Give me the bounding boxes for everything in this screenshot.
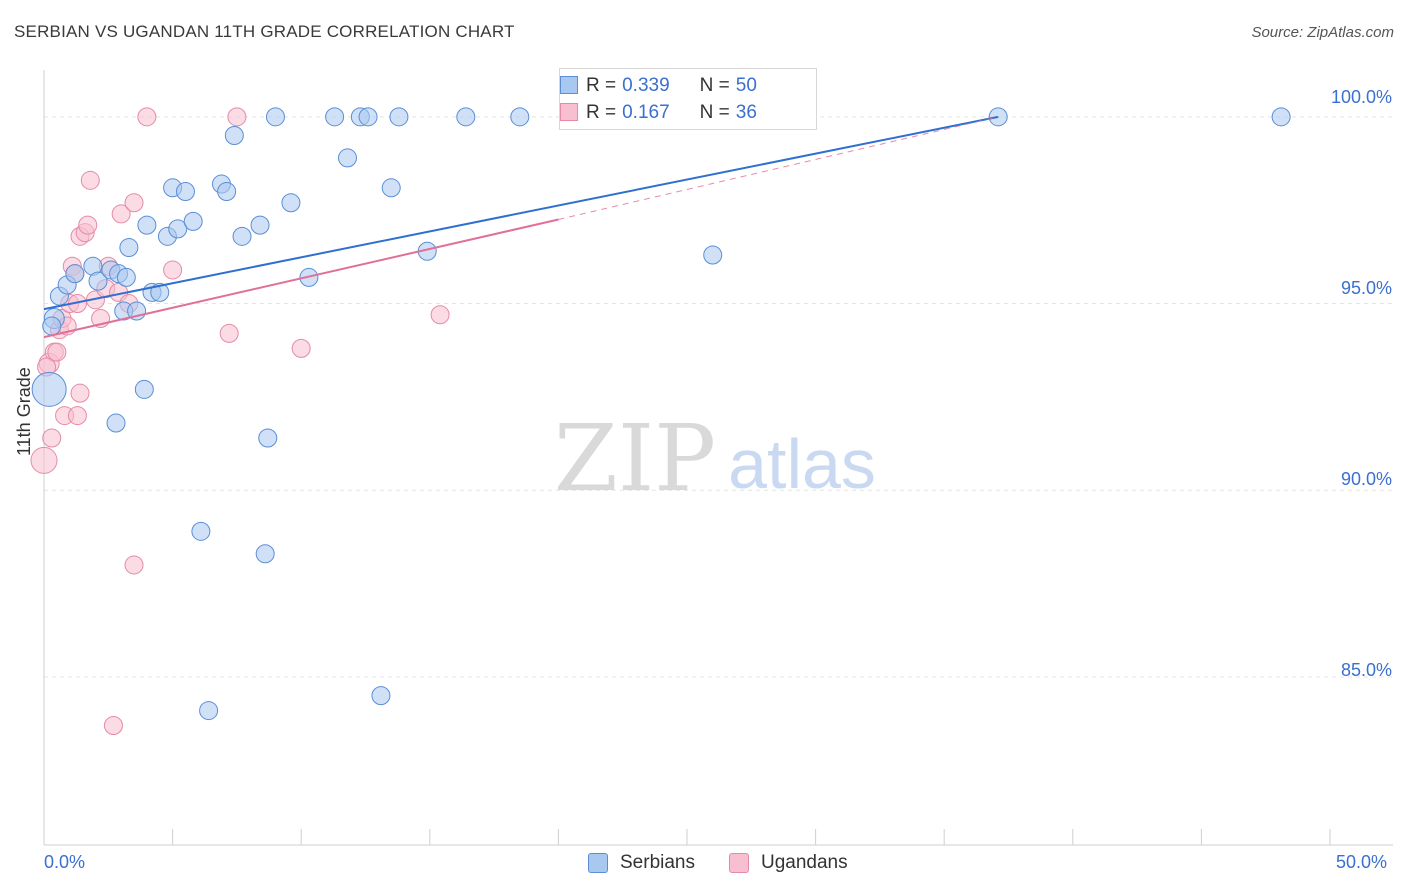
serbians-n-label: N = <box>699 75 730 96</box>
legend-ugandans-label: Ugandans <box>761 852 848 873</box>
serbians-point-10 <box>106 413 126 433</box>
stats-row-serbians: R = 0.339 N = 50 <box>560 73 757 99</box>
grid-lines <box>44 116 1393 678</box>
ugandans-r-label: R = <box>586 102 617 123</box>
y-tick-label-85: 85.0% <box>1340 660 1392 680</box>
serbians-point-43 <box>456 107 476 127</box>
ugandans-point-17 <box>78 215 98 235</box>
ugandans-point-34 <box>430 305 450 325</box>
serbians-point-22 <box>183 211 203 231</box>
ugandans-points <box>30 107 450 736</box>
serbians-point-36 <box>337 148 357 168</box>
serbians-n-value: 50 <box>735 75 757 96</box>
ugandans-point-27 <box>124 193 144 213</box>
y-tick-label-100: 100.0% <box>1330 87 1392 107</box>
serbians-point-32 <box>265 107 285 127</box>
serbians-point-9 <box>116 267 136 287</box>
ugandans-point-18 <box>80 170 100 190</box>
serbians-point-17 <box>150 282 170 302</box>
serbians-point-29 <box>250 215 270 235</box>
ugandans-trend-line <box>43 218 559 339</box>
ugandans-point-30 <box>163 260 183 280</box>
legend-serbians-label: Serbians <box>620 852 695 873</box>
chart-title: SERBIAN VS UGANDAN 11TH GRADE CORRELATIO… <box>14 22 515 41</box>
serbians-point-28 <box>232 226 252 246</box>
ugandans-trend-extension <box>558 116 999 221</box>
serbians-point-14 <box>134 379 154 399</box>
serbians-point-12 <box>119 238 139 258</box>
ugandans-point-28 <box>124 555 144 575</box>
serbians-point-33 <box>281 193 301 213</box>
serbians-point-15 <box>137 215 157 235</box>
y-tick-label-95: 95.0% <box>1340 278 1392 298</box>
ugandans-point-0 <box>30 446 58 474</box>
serbians-point-24 <box>199 701 219 721</box>
source-label: Source: ZipAtlas.com <box>1251 24 1394 41</box>
stats-row-ugandans: R = 0.167 N = 36 <box>560 100 757 126</box>
serbians-point-21 <box>175 182 195 202</box>
serbians-point-0 <box>31 371 67 407</box>
serbians-points <box>31 107 1291 721</box>
ugandans-point-31 <box>219 323 239 343</box>
ugandans-point-2 <box>42 428 62 448</box>
serbians-point-46 <box>703 245 723 265</box>
serbians-point-39 <box>371 686 391 706</box>
serbians-trend-line <box>43 115 999 311</box>
serbians-point-48 <box>1271 107 1291 127</box>
serbians-point-38 <box>358 107 378 127</box>
y-tick-label-90: 90.0% <box>1340 469 1392 489</box>
trend-lines <box>43 115 999 339</box>
x-tick-label-min: 0.0% <box>44 852 86 872</box>
serbians-point-30 <box>255 544 275 564</box>
ugandans-point-29 <box>137 107 157 127</box>
ugandans-r-value: 0.167 <box>622 102 670 123</box>
ugandans-swatch <box>560 103 578 121</box>
series-legend: Serbians Ugandans <box>0 852 1406 878</box>
serbians-point-20 <box>168 219 188 239</box>
serbians-point-44 <box>510 107 530 127</box>
x-tick-label-max: 50.0% <box>1336 852 1388 872</box>
ugandans-point-4 <box>47 342 67 362</box>
ugandans-point-23 <box>103 716 123 736</box>
stats-legend: R = 0.339 N = 50 R = 0.167 N = 36 <box>559 68 817 130</box>
legend-serbians-swatch <box>588 853 608 873</box>
ugandans-point-25 <box>111 204 131 224</box>
serbians-r-label: R = <box>586 75 617 96</box>
serbians-point-23 <box>191 521 211 541</box>
watermark-atlas: atlas <box>728 425 876 503</box>
ugandans-point-13 <box>67 406 87 426</box>
serbians-point-41 <box>389 107 409 127</box>
ugandans-n-value: 36 <box>735 102 757 123</box>
serbians-point-26 <box>217 182 237 202</box>
watermark: ZIP atlas <box>554 405 876 512</box>
legend-item-ugandans[interactable]: Ugandans <box>729 852 848 874</box>
serbians-point-31 <box>258 428 278 448</box>
ugandans-n-label: N = <box>699 102 730 123</box>
legend-item-serbians[interactable]: Serbians <box>588 852 695 874</box>
serbians-point-49 <box>42 316 62 336</box>
serbians-point-35 <box>325 107 345 127</box>
serbians-point-4 <box>65 264 85 284</box>
ugandans-point-32 <box>227 107 247 127</box>
serbians-point-40 <box>381 178 401 198</box>
serbians-point-6 <box>88 271 108 291</box>
ugandans-point-33 <box>291 338 311 358</box>
serbians-r-value: 0.339 <box>622 75 670 96</box>
legend-ugandans-swatch <box>729 853 749 873</box>
serbians-swatch <box>560 76 578 94</box>
ugandans-point-14 <box>70 383 90 403</box>
axes <box>43 70 1393 846</box>
watermark-zip: ZIP <box>554 405 716 512</box>
serbians-point-27 <box>224 126 244 146</box>
y-axis-label: 11th Grade <box>14 367 34 456</box>
